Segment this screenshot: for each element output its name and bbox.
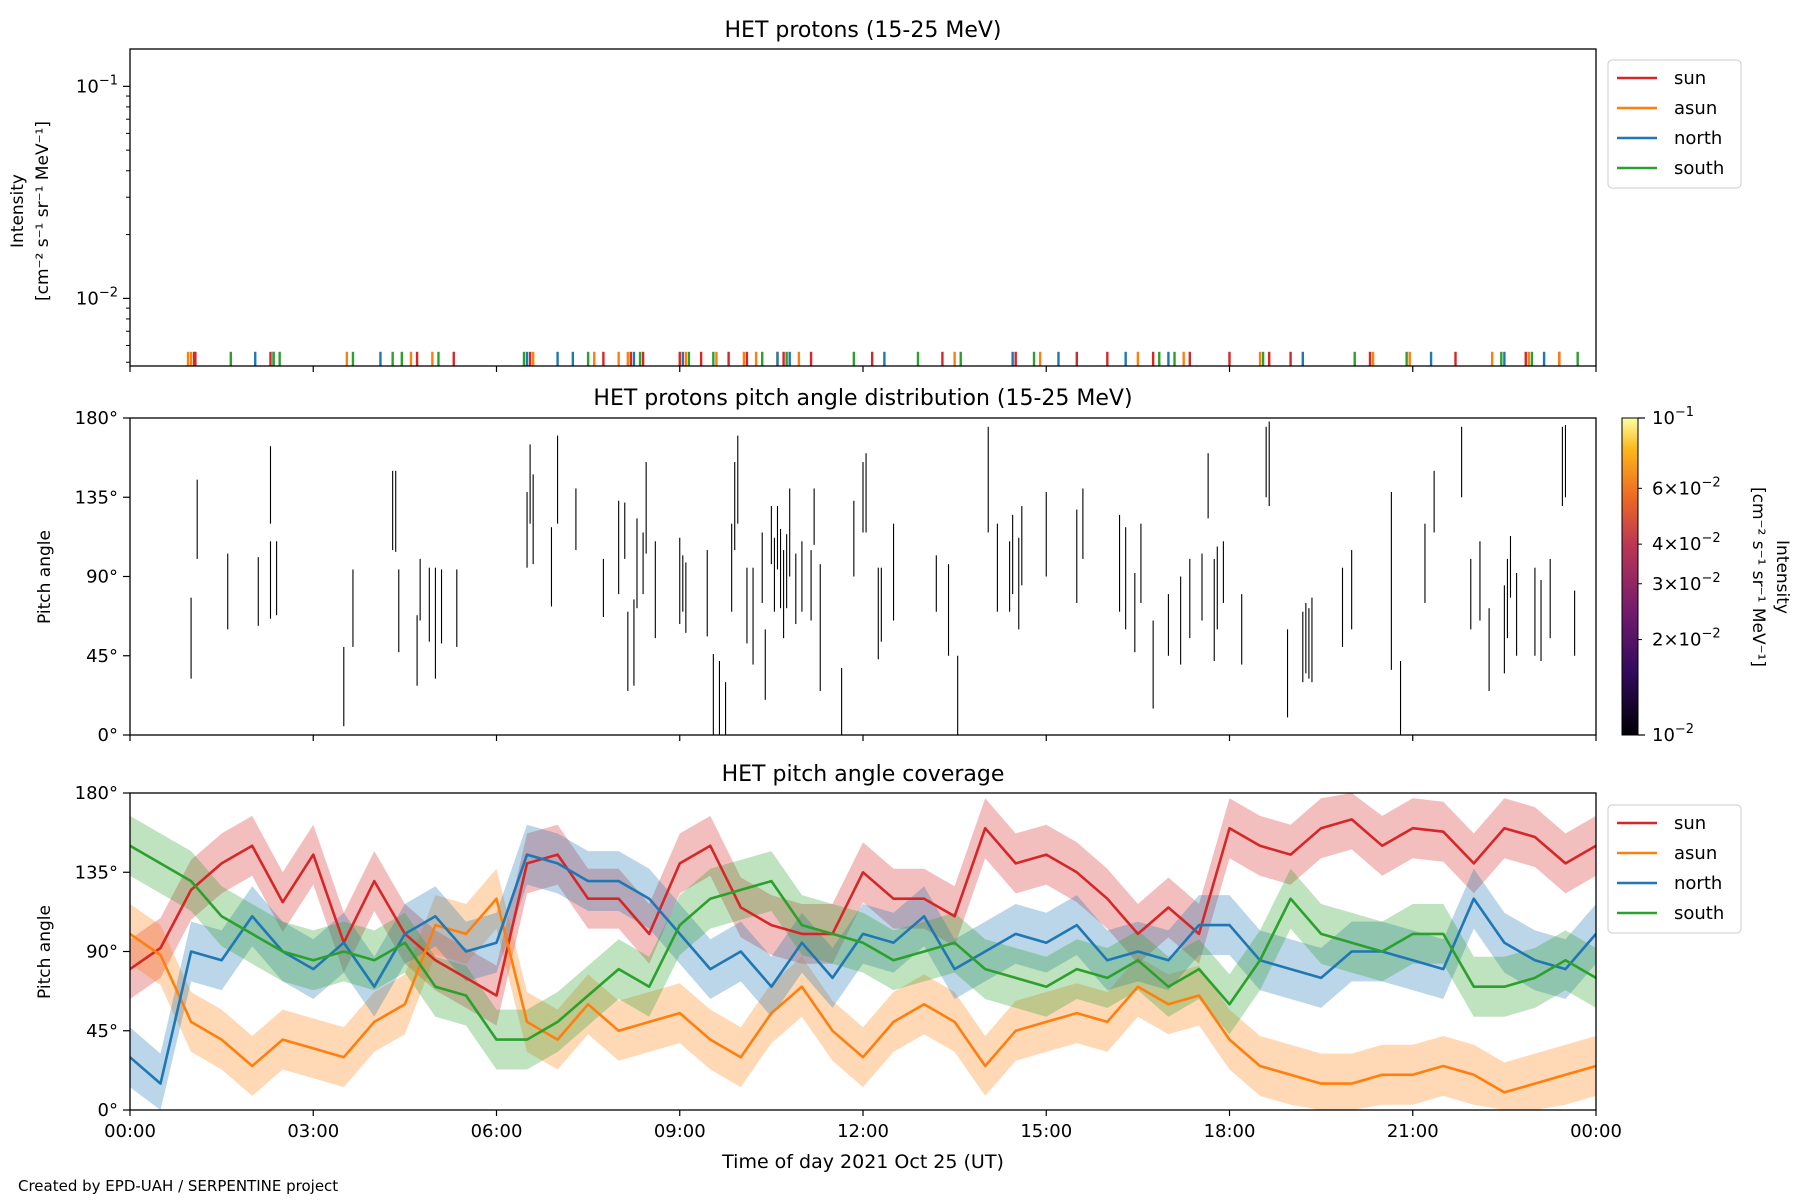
y-tick-label: 45° [86, 1021, 118, 1042]
legend-label-sun: sun [1674, 68, 1706, 89]
x-tick-label: 00:00 [1570, 1121, 1622, 1142]
band-sun [130, 793, 1596, 1026]
y-tick-label: 135° [75, 862, 118, 883]
panel1-legend-box [1607, 59, 1742, 189]
colorbar-tick-label: 10−2 [1652, 722, 1694, 746]
panel1-ticks: 10−1 10−2 [76, 73, 1597, 372]
x-tick-label: 03:00 [287, 1121, 339, 1142]
colorbar-tick-label: 4×10−2 [1652, 531, 1721, 555]
panel3-ticks: 00:00 03:00 06:00 09:00 12:00 15:00 18:00 21:00… [75, 783, 1622, 1142]
legend-label-north: north [1674, 128, 1722, 149]
footer-credit: Created by EPD-UAH / SERPENTINE project [18, 1177, 339, 1195]
panel-pad: HET protons pitch angle distribution (15… [35, 386, 1792, 746]
x-tick-label: 15:00 [1020, 1121, 1072, 1142]
band-asun [130, 868, 1596, 1110]
colorbar-tick-label: 2×10−2 [1652, 627, 1721, 651]
x-tick-label: 12:00 [837, 1121, 889, 1142]
y-tick-label: 10−1 [76, 73, 118, 97]
y-tick-label: 0° [98, 1100, 118, 1121]
colorbar-label-line2: [cm⁻² s⁻¹ sr⁻¹ MeV⁻¹] [1748, 487, 1768, 667]
panel3-lines [130, 818, 1596, 1094]
panel2-frame [129, 417, 1597, 736]
panel1-frame [129, 48, 1597, 367]
x-tick-label: 18:00 [1204, 1121, 1256, 1142]
x-axis-label: Time of day 2021 Oct 25 (UT) [721, 1151, 1004, 1173]
panel2-ylabel: Pitch angle [35, 530, 55, 624]
panel2-ticks: 0° 45° 90° 135° 180° [75, 408, 1597, 746]
y-tick-label: 180° [75, 408, 118, 429]
colorbar-label-line1: Intensity [1772, 540, 1792, 614]
y-tick-label: 90° [86, 942, 118, 963]
legend-label-south: south [1674, 158, 1724, 179]
x-tick-label: 06:00 [471, 1121, 523, 1142]
panel3-frame [129, 792, 1597, 1111]
band-north [130, 824, 1596, 1110]
panel2-title: HET protons pitch angle distribution (15… [593, 386, 1132, 411]
y-tick-label: 10−2 [76, 285, 118, 309]
colorbar-gradient [1621, 417, 1639, 736]
colorbar-tick-label: 6×10−2 [1652, 475, 1721, 499]
line-asun [130, 897, 1596, 1094]
panel3-legend: sun asun north south [1607, 804, 1742, 934]
line-sun [130, 818, 1596, 997]
panel1-title: HET protons (15-25 MeV) [725, 18, 1002, 43]
legend-label-sun: sun [1674, 813, 1706, 834]
panel1-legend: sun asun north south [1607, 59, 1742, 189]
y-tick-label: 135° [75, 487, 118, 508]
panel2-segments [190, 421, 1576, 735]
panel1-ylabel-line2: [cm⁻² s⁻¹ sr⁻¹ MeV⁻¹] [33, 121, 53, 301]
colorbar: 10−1 10−2 6×10−2 4×10−2 3×10−2 2×10−2 Intensi… [1621, 405, 1792, 746]
legend-label-south: south [1674, 903, 1724, 924]
panel3-ylabel: Pitch angle [35, 905, 55, 999]
panel3-title: HET pitch angle coverage [722, 762, 1005, 787]
y-tick-label: 180° [75, 783, 118, 804]
panel3-legend-box [1607, 804, 1742, 934]
legend-label-asun: asun [1674, 98, 1717, 119]
legend-label-north: north [1674, 873, 1722, 894]
panel-intensity: HET protons (15-25 MeV) 10−1 10−2 Intensi… [8, 18, 1742, 372]
colorbar-ticks: 10−1 10−2 6×10−2 4×10−2 3×10−2 2×10−2 [1638, 405, 1721, 746]
panel1-ylabel-line1: Intensity [8, 174, 28, 248]
x-tick-label: 09:00 [654, 1121, 706, 1142]
line-north [130, 853, 1596, 1085]
panel-coverage: HET pitch angle coverage 00:00 03:00 06:00… [35, 762, 1742, 1173]
colorbar-tick-label: 3×10−2 [1652, 571, 1721, 595]
y-tick-label: 90° [86, 567, 118, 588]
panel1-spikes [186, 351, 1579, 366]
y-tick-label: 45° [86, 646, 118, 667]
legend-label-asun: asun [1674, 843, 1717, 864]
x-tick-label: 21:00 [1387, 1121, 1439, 1142]
colorbar-tick-label: 10−1 [1652, 405, 1694, 429]
line-south [130, 844, 1596, 1041]
y-tick-label: 0° [98, 725, 118, 746]
x-tick-label: 00:00 [104, 1121, 156, 1142]
